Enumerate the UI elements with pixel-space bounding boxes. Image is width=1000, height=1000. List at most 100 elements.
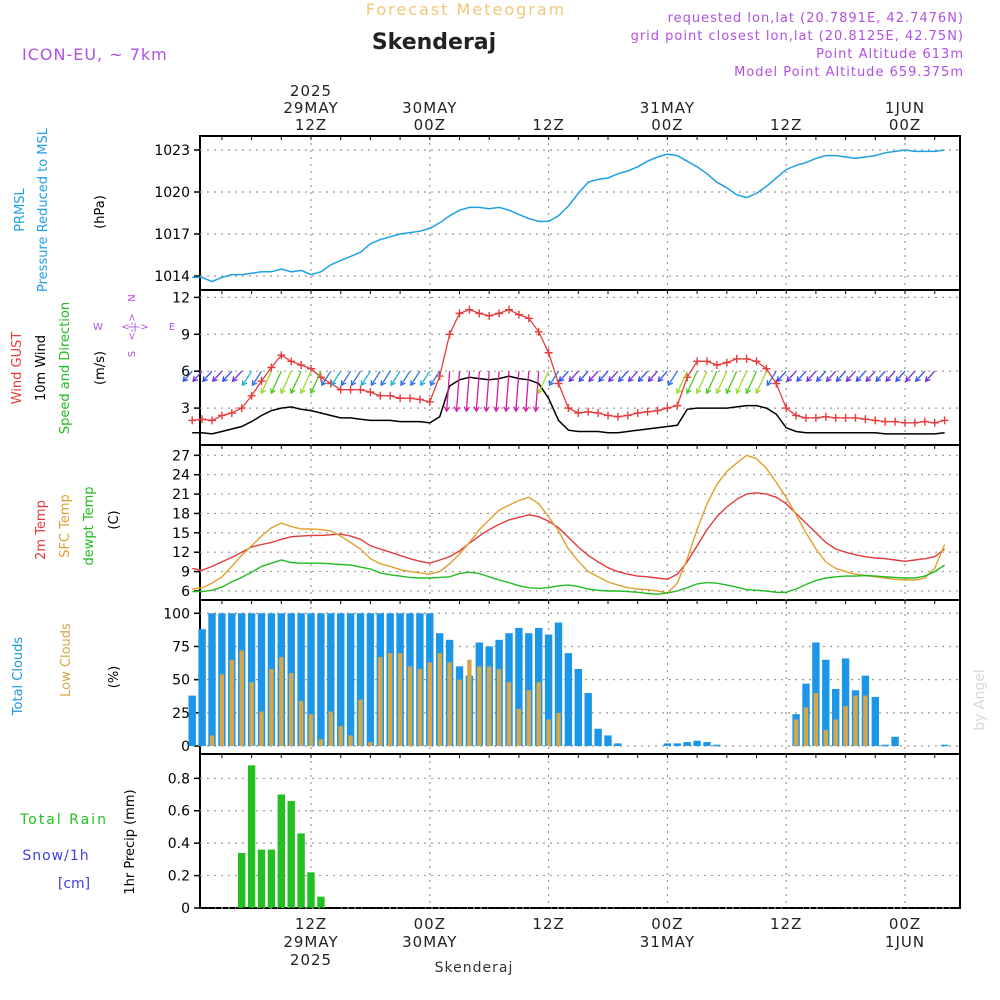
precip-ytick-label: 0.2	[168, 869, 190, 885]
wind-arrowhead	[845, 376, 852, 383]
wind-arrow	[242, 370, 253, 386]
wind-arrowhead	[796, 376, 802, 383]
rain-bar	[307, 872, 315, 908]
gust-point	[287, 357, 296, 366]
low-cloud-bar	[358, 699, 363, 747]
low-cloud-bar	[546, 719, 551, 747]
time-top-label: 12Z	[770, 116, 802, 134]
low-cloud-bar	[487, 666, 492, 747]
gust-point	[534, 327, 543, 336]
wind-arrow	[300, 370, 312, 394]
wind-arrowhead	[390, 380, 396, 387]
gust-point	[188, 416, 197, 425]
gust-point	[891, 417, 900, 426]
low-cloud-bar	[417, 669, 423, 747]
temp-ytick-label: 12	[172, 545, 190, 561]
time-top-label: 12Z	[295, 116, 327, 134]
low-cloud-bar	[308, 714, 314, 747]
low-cloud-bar	[833, 719, 838, 747]
time-top-label: 00Z	[889, 116, 921, 134]
wind-arrow	[696, 370, 708, 394]
panel-frames	[199, 135, 961, 909]
wind-arrow	[716, 370, 728, 394]
wind-arrow	[608, 370, 619, 382]
gust-point	[594, 409, 603, 418]
wind-arrowhead	[321, 380, 327, 387]
credit: by Angel	[972, 669, 988, 730]
wind-arrowhead	[400, 380, 406, 387]
wind-arrow	[182, 370, 193, 382]
wind-arrow	[667, 370, 678, 386]
wind-arrowhead	[493, 406, 500, 413]
gust-point	[930, 418, 939, 427]
total-cloud-bar	[297, 613, 305, 747]
total-cloud-bar	[604, 735, 612, 747]
wind-arrow	[232, 370, 243, 382]
gust-point	[861, 415, 870, 424]
time-top-label: 30MAY	[402, 99, 457, 117]
low-cloud-bar	[457, 679, 462, 747]
wind-arrowhead	[905, 376, 911, 383]
wind-arrow	[251, 370, 263, 386]
low-cloud-bar	[467, 659, 472, 747]
wind-arrowhead	[815, 376, 822, 383]
precip-unit: 1hr Precip (mm)	[123, 789, 138, 894]
gust-point	[871, 416, 880, 425]
wind-arrowhead	[192, 376, 199, 383]
wind-arrow	[915, 370, 926, 382]
total-cloud-bar	[683, 742, 691, 747]
wind-ytick-label: 9	[181, 327, 190, 343]
total-cloud-bar	[881, 744, 889, 747]
low-cloud-bar	[229, 659, 234, 747]
low-cloud-bar	[427, 662, 432, 747]
low-cloud-bar	[279, 657, 284, 747]
wind-arrowhead	[410, 380, 416, 387]
wind-arrow	[370, 370, 381, 386]
gust-point	[693, 357, 702, 366]
total-cloud-bar	[356, 613, 365, 747]
wind-arrowhead	[212, 376, 218, 383]
wind-arrowhead	[522, 406, 530, 413]
gust-point	[722, 358, 731, 367]
wind-arrow	[360, 370, 371, 386]
low-cloud-bar	[823, 730, 828, 747]
wind-arrow	[260, 370, 272, 394]
wind-arrowhead	[745, 388, 751, 395]
wind-arrow	[420, 370, 431, 386]
gust-point	[782, 404, 791, 413]
total-cloud-bar	[525, 633, 533, 747]
gust-point	[336, 385, 345, 394]
wind-arrow	[865, 370, 876, 382]
temp-ytick-label: 6	[181, 584, 190, 600]
gust-point	[514, 310, 523, 319]
wind-arrow	[796, 370, 807, 382]
low-cloud-bar	[289, 673, 294, 747]
rain-bar	[277, 794, 285, 908]
low-cloud-bar	[298, 700, 304, 747]
wind-arrowhead	[483, 406, 490, 413]
gust-point	[237, 404, 246, 413]
wind-arrowhead	[685, 388, 692, 395]
low-cloud-bar	[249, 682, 254, 747]
time-bottom-label: 00Z	[414, 915, 446, 933]
wind-arrow	[875, 370, 886, 382]
wind-arrowhead	[667, 380, 674, 387]
wind-arrow	[455, 371, 461, 412]
wind-arrowhead	[430, 380, 436, 387]
wind-arrowhead	[279, 388, 286, 395]
pressure-ytick-label: 1017	[154, 227, 190, 243]
wind-arrow	[222, 370, 233, 382]
temp-unit: (C)	[107, 510, 122, 529]
wind-arrow	[686, 370, 698, 394]
requested-coords: requested lon,lat (20.7891E, 42.7476N)	[668, 11, 964, 26]
gust-point	[802, 413, 810, 422]
wind-arrow	[495, 371, 500, 412]
gust-point	[752, 357, 761, 366]
tsfc-label: SFC Temp	[58, 494, 73, 558]
wind-arrowhead	[695, 388, 702, 395]
gust-point	[653, 406, 662, 415]
wind-arrowhead	[463, 406, 470, 413]
total-cloud-bar	[832, 688, 840, 747]
wind-arrow	[505, 371, 510, 412]
